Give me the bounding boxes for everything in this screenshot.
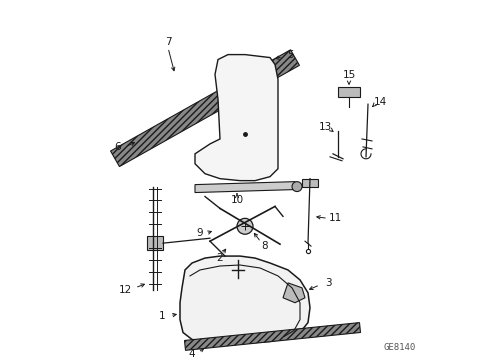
Polygon shape [338,87,360,97]
Text: 9: 9 [196,228,203,238]
Polygon shape [185,323,361,350]
Text: 11: 11 [328,213,342,223]
Polygon shape [283,283,305,303]
Circle shape [292,182,302,192]
Text: 5: 5 [287,50,294,60]
Text: 10: 10 [230,195,244,206]
Text: 2: 2 [217,253,223,263]
Text: 8: 8 [262,241,269,251]
Text: 6: 6 [115,142,122,152]
Text: 12: 12 [119,285,132,295]
Polygon shape [111,50,299,167]
Polygon shape [302,179,318,186]
Text: 14: 14 [373,97,387,107]
Text: 1: 1 [159,311,165,321]
Text: 3: 3 [325,278,331,288]
Polygon shape [195,182,295,193]
Circle shape [237,219,253,234]
Polygon shape [195,55,278,181]
Polygon shape [180,256,310,343]
Text: 15: 15 [343,71,356,80]
Text: GE8140: GE8140 [384,343,416,352]
Text: 4: 4 [189,349,196,359]
Text: 13: 13 [318,122,332,132]
FancyBboxPatch shape [147,236,163,250]
Text: 7: 7 [165,37,172,47]
